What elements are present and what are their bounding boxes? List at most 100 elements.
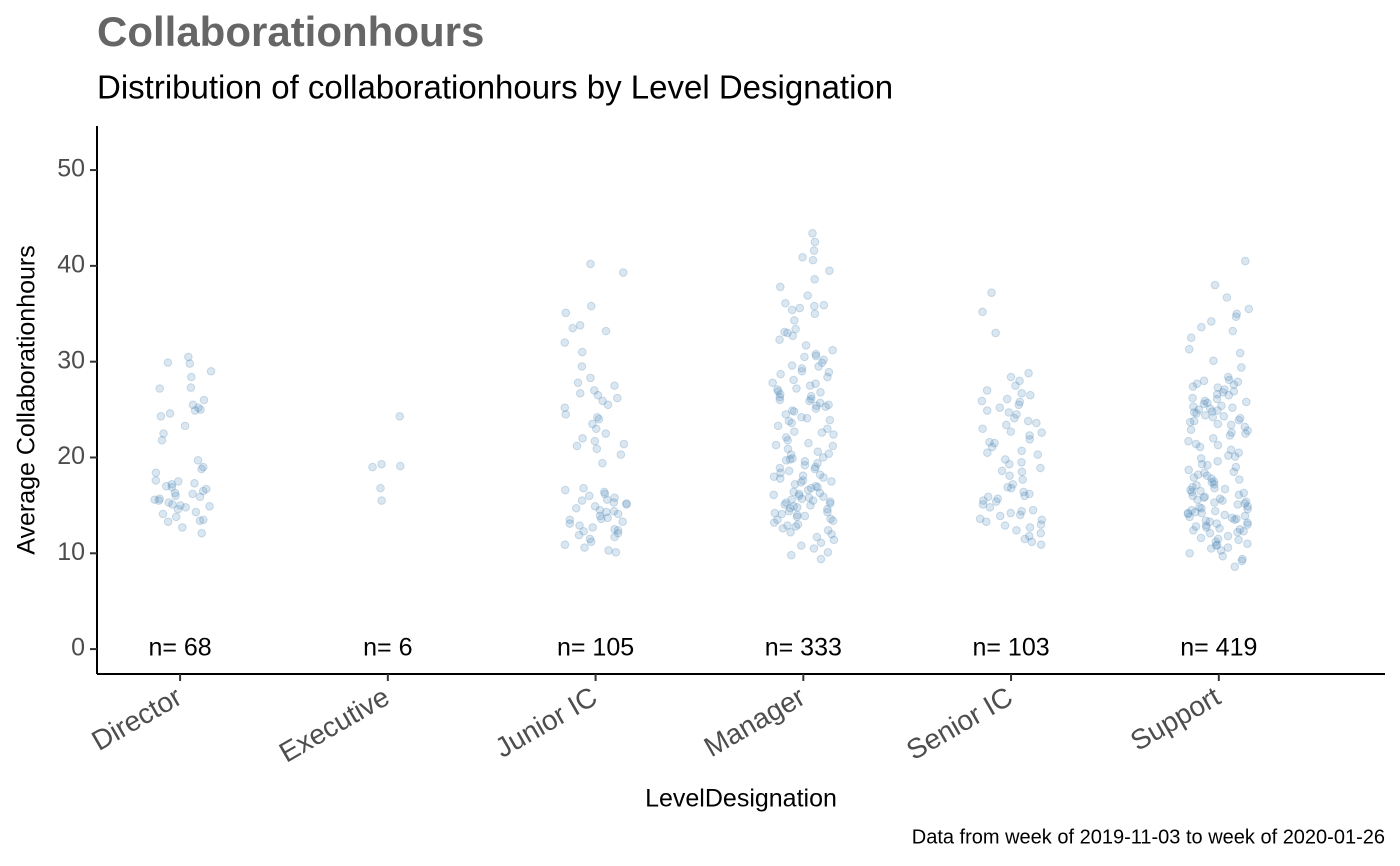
point [1005,471,1014,480]
point [395,461,405,471]
point [791,522,801,531]
point [800,460,810,470]
point [188,489,197,499]
point [561,485,570,495]
point [185,359,195,368]
point [1188,491,1198,501]
point [995,403,1005,412]
point [1032,418,1041,428]
point [618,268,628,277]
point [1210,498,1219,507]
point [1218,388,1228,397]
point [560,403,570,412]
point [603,513,612,523]
point [1243,539,1252,549]
point [1202,471,1212,480]
point [195,492,205,502]
point [178,523,187,532]
point [176,501,185,510]
x-tick-label: Director [86,681,186,757]
point [1036,520,1046,529]
point [1006,372,1016,382]
point [795,303,805,313]
point [590,502,600,511]
point [811,481,820,491]
point [173,504,183,514]
point [619,439,629,449]
point [560,338,570,347]
point [985,503,995,512]
point [982,406,992,415]
point [598,458,607,468]
point [806,394,816,404]
point [809,544,819,553]
point [790,427,799,436]
point [191,507,201,517]
point [786,527,795,537]
point [817,428,827,437]
point [613,528,623,538]
point [1017,467,1027,477]
point [1033,450,1043,459]
point [1197,322,1206,332]
point [813,447,823,457]
point [1216,546,1226,555]
point [1010,413,1019,423]
point [1243,504,1252,514]
point [575,388,585,398]
point [781,456,791,465]
point [577,347,587,357]
point [825,266,834,275]
point [602,507,611,517]
point [1220,385,1229,394]
point [1187,487,1197,497]
point [810,464,820,474]
point [785,503,795,513]
point [768,378,777,388]
point [589,386,599,395]
point [577,496,587,505]
point [773,387,783,396]
point [1212,394,1222,404]
n-label: n= 103 [972,634,1049,662]
point [1228,326,1238,336]
point [595,505,605,515]
point [184,352,193,362]
point [808,255,818,265]
point [164,498,174,507]
point [162,481,171,491]
point [1211,541,1221,550]
point [789,375,798,385]
point [1184,436,1193,446]
point [827,529,836,539]
point [171,512,181,522]
point [1220,510,1230,520]
point [1215,494,1225,503]
point [173,477,183,486]
point [1025,434,1035,444]
point [151,468,161,478]
point [1235,348,1245,358]
point [1240,422,1250,432]
point [1023,416,1033,426]
n-label: n= 6 [363,634,412,662]
point [819,300,829,310]
point [586,301,596,311]
point [806,483,816,493]
point [1201,411,1210,420]
point [813,458,822,468]
point [1012,410,1021,419]
point [206,366,216,376]
point [788,331,798,341]
point [1212,519,1222,528]
point [775,392,785,402]
point [574,530,584,540]
point [155,384,164,393]
point [591,424,601,434]
point [1235,475,1244,484]
point [575,521,584,530]
point [812,401,821,411]
point [806,501,815,510]
point [600,489,610,499]
